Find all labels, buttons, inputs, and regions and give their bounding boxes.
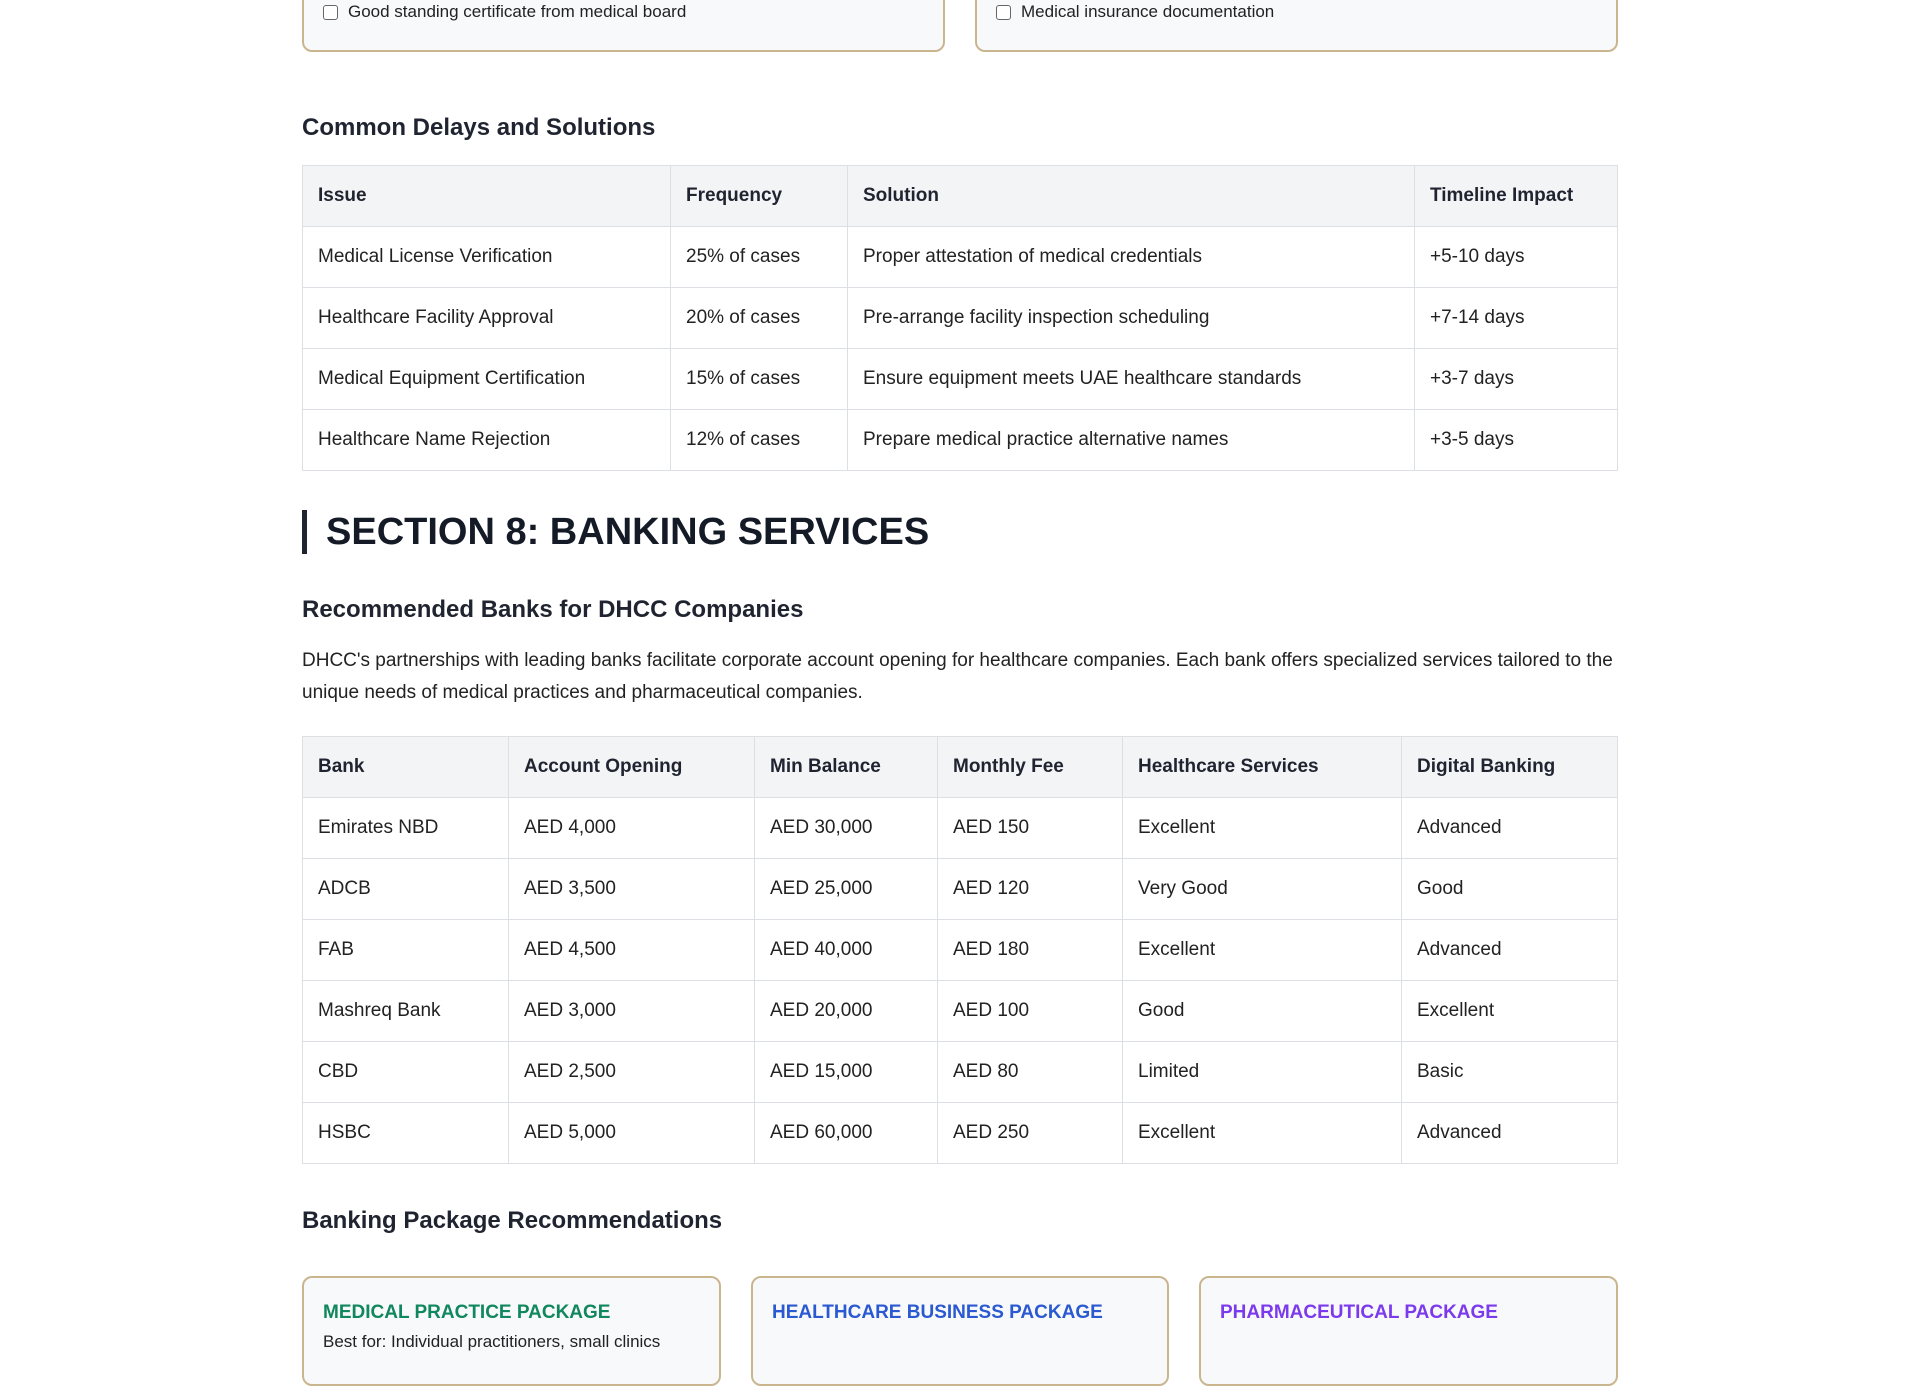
checklist-card-left: Good standing certificate from medical b… (302, 0, 945, 52)
table-cell: Excellent (1122, 919, 1402, 981)
checklist-item[interactable]: Good standing certificate from medical b… (323, 2, 686, 22)
table-cell: 15% of cases (670, 348, 848, 410)
column-header: Account Opening (508, 736, 755, 798)
table-cell: AED 250 (937, 1102, 1123, 1164)
table-cell: Advanced (1401, 1102, 1618, 1164)
checklist-label: Medical insurance documentation (1021, 2, 1275, 21)
table-cell: Basic (1401, 1041, 1618, 1103)
banks-table: Bank Account Opening Min Balance Monthly Fe… (302, 736, 1618, 1164)
table-cell: Medical Equipment Certification (302, 348, 671, 410)
column-header: Bank (302, 736, 509, 798)
table-row: CBD AED 2,500 AED 15,000 AED 80 Limited Basic (302, 1041, 1618, 1103)
table-cell: Pre-arrange facility inspection scheduli… (847, 287, 1415, 349)
table-cell: AED 4,000 (508, 797, 755, 859)
table-cell: Good (1122, 980, 1402, 1042)
checkbox[interactable] (323, 4, 338, 20)
table-cell: HSBC (302, 1102, 509, 1164)
table-cell: AED 3,000 (508, 980, 755, 1042)
delays-heading: Common Delays and Solutions (302, 114, 656, 141)
column-header: Issue (302, 165, 671, 227)
package-card-pharmaceutical: PHARMACEUTICAL PACKAGE (1199, 1276, 1618, 1386)
table-row: Medical Equipment Certification 15% of ca… (302, 348, 1618, 410)
table-cell: CBD (302, 1041, 509, 1103)
table-cell: Prepare medical practice alternative nam… (847, 409, 1415, 471)
table-row: ADCB AED 3,500 AED 25,000 AED 120 Very Good G… (302, 858, 1618, 920)
table-cell: AED 40,000 (754, 919, 938, 981)
table-cell: AED 4,500 (508, 919, 755, 981)
table-cell: 25% of cases (670, 226, 848, 288)
column-header: Frequency (670, 165, 848, 227)
table-cell: AED 3,500 (508, 858, 755, 920)
table-cell: ADCB (302, 858, 509, 920)
table-cell: +5-10 days (1414, 226, 1618, 288)
table-cell: Healthcare Name Rejection (302, 409, 671, 471)
package-card-healthcare-business: HEALTHCARE BUSINESS PACKAGE (751, 1276, 1169, 1386)
table-row: HSBC AED 5,000 AED 60,000 AED 250 Excellent A… (302, 1102, 1618, 1164)
table-cell: Proper attestation of medical credential… (847, 226, 1415, 288)
table-cell: Mashreq Bank (302, 980, 509, 1042)
table-row: Emirates NBD AED 4,000 AED 30,000 AED 150 Ex… (302, 797, 1618, 859)
table-cell: Good (1401, 858, 1618, 920)
table-cell: AED 15,000 (754, 1041, 938, 1103)
column-header: Healthcare Services (1122, 736, 1402, 798)
column-header: Timeline Impact (1414, 165, 1618, 227)
table-cell: Advanced (1401, 919, 1618, 981)
checklist-item[interactable]: Medical insurance documentation (996, 2, 1274, 22)
table-cell: AED 150 (937, 797, 1123, 859)
checklist-label: Good standing certificate from medical b… (348, 2, 687, 21)
table-cell: AED 100 (937, 980, 1123, 1042)
package-subtitle: Best for: Individual practitioners, smal… (323, 1332, 661, 1351)
table-row: FAB AED 4,500 AED 40,000 AED 180 Excellent Ad… (302, 919, 1618, 981)
table-cell: AED 30,000 (754, 797, 938, 859)
delays-table: Issue Frequency Solution Timeline Impact Med… (302, 165, 1618, 471)
table-cell: AED 25,000 (754, 858, 938, 920)
packages-heading: Banking Package Recommendations (302, 1207, 723, 1234)
table-cell: Very Good (1122, 858, 1402, 920)
checkbox[interactable] (996, 4, 1011, 20)
table-cell: AED 120 (937, 858, 1123, 920)
package-title: PHARMACEUTICAL PACKAGE (1220, 1302, 1498, 1323)
table-cell: 20% of cases (670, 287, 848, 349)
column-header: Digital Banking (1401, 736, 1618, 798)
section-title: SECTION 8: BANKING SERVICES (302, 510, 929, 554)
table-row: Healthcare Name Rejection 12% of cases Pre… (302, 409, 1618, 471)
package-title: MEDICAL PRACTICE PACKAGE (323, 1302, 611, 1323)
table-cell: AED 80 (937, 1041, 1123, 1103)
table-cell: Excellent (1122, 1102, 1402, 1164)
column-header: Monthly Fee (937, 736, 1123, 798)
table-row: Mashreq Bank AED 3,000 AED 20,000 AED 100 Go… (302, 980, 1618, 1042)
table-cell: AED 2,500 (508, 1041, 755, 1103)
table-cell: Healthcare Facility Approval (302, 287, 671, 349)
package-title: HEALTHCARE BUSINESS PACKAGE (772, 1302, 1103, 1323)
table-cell: Medical License Verification (302, 226, 671, 288)
table-cell: AED 180 (937, 919, 1123, 981)
table-cell: Ensure equipment meets UAE healthcare st… (847, 348, 1415, 410)
table-cell: Limited (1122, 1041, 1402, 1103)
table-row: Healthcare Facility Approval 20% of cases… (302, 287, 1618, 349)
column-header: Min Balance (754, 736, 938, 798)
table-cell: FAB (302, 919, 509, 981)
table-cell: +3-5 days (1414, 409, 1618, 471)
table-cell: AED 20,000 (754, 980, 938, 1042)
table-cell: +3-7 days (1414, 348, 1618, 410)
table-cell: Excellent (1122, 797, 1402, 859)
table-cell: Advanced (1401, 797, 1618, 859)
table-cell: 12% of cases (670, 409, 848, 471)
banks-heading: Recommended Banks for DHCC Companies (302, 596, 804, 623)
banks-intro: DHCC's partnerships with leading banks f… (302, 650, 1613, 703)
checklist-card-right: Medical insurance documentation (975, 0, 1618, 52)
table-row: Medical License Verification 25% of cases… (302, 226, 1618, 288)
table-cell: Emirates NBD (302, 797, 509, 859)
table-cell: +7-14 days (1414, 287, 1618, 349)
column-header: Solution (847, 165, 1415, 227)
package-card-medical-practice: MEDICAL PRACTICE PACKAGE Best for: Indiv… (302, 1276, 721, 1386)
table-cell: AED 60,000 (754, 1102, 938, 1164)
table-cell: AED 5,000 (508, 1102, 755, 1164)
table-cell: Excellent (1401, 980, 1618, 1042)
